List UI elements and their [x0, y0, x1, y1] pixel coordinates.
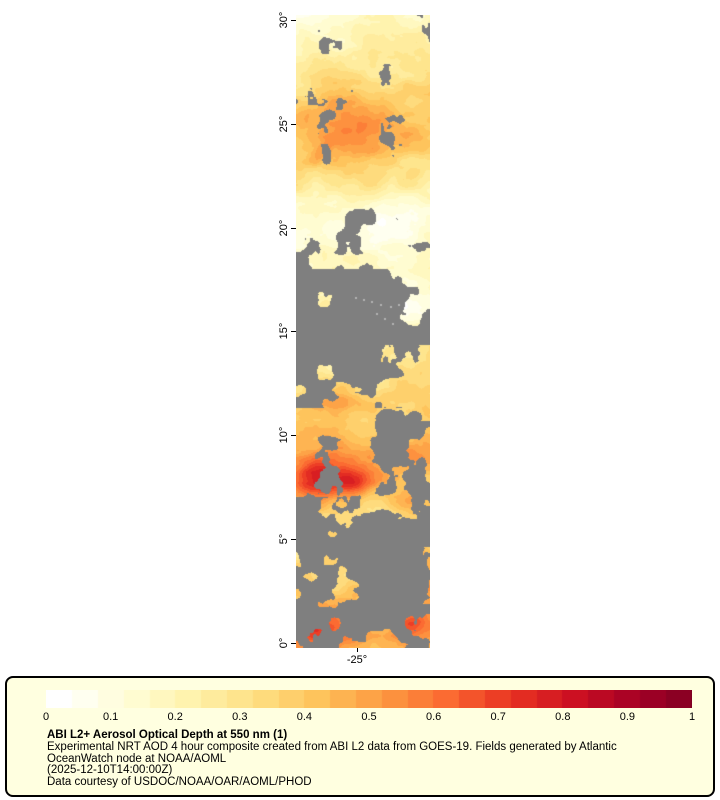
lat-tick-label-10: 10° [278, 426, 290, 444]
lat-tick-label-5: 5° [278, 533, 290, 545]
lat-tick-10 [291, 435, 296, 436]
lat-tick-15 [291, 331, 296, 332]
lat-tick-label-15: 15° [278, 322, 290, 340]
legend-box: 0 0.1 0.2 0.3 0.4 0.5 0.6 0.7 0.8 0.9 1 … [5, 676, 715, 797]
colorbar-tick-0.4: 0.4 [296, 711, 313, 723]
colorbar-tick-1: 1 [688, 711, 696, 723]
lat-tick-label-25: 25° [278, 115, 290, 133]
lat-tick-5 [291, 539, 296, 540]
lat-tick-30 [291, 20, 296, 21]
legend-courtesy: Data courtesy of USDOC/NOAA/OAR/AOML/PHO… [47, 776, 312, 789]
lon-tick [357, 648, 358, 652]
legend-text-block: ABI L2+ Aerosol Optical Depth at 550 nm … [47, 729, 617, 789]
lat-tick-label-20: 20° [278, 219, 290, 237]
lat-tick-20 [291, 228, 296, 229]
colorbar [46, 690, 692, 708]
colorbar-tick-0.1: 0.1 [102, 711, 119, 723]
colorbar-tick-0: 0 [42, 711, 50, 723]
colorbar-tick-0.7: 0.7 [490, 711, 506, 723]
legend-desc-line-1: Experimental NRT AOD 4 hour composite cr… [47, 740, 617, 753]
lon-tick-label: -25° [346, 654, 368, 666]
colorbar-tick-0.2: 0.2 [167, 711, 183, 723]
colorbar-tick-0.5: 0.5 [361, 711, 377, 723]
legend-desc-line-2: OceanWatch node at NOAA/AOML [47, 752, 227, 765]
legend-title: ABI L2+ Aerosol Optical Depth at 550 nm … [47, 729, 288, 741]
lat-tick-0 [291, 643, 296, 644]
colorbar-tick-0.9: 0.9 [619, 711, 636, 723]
colorbar-tick-labels: 0 0.1 0.2 0.3 0.4 0.5 0.6 0.7 0.8 0.9 1 [42, 711, 696, 724]
legend-timestamp: (2025-12-10T14:00:00Z) [47, 764, 173, 777]
colorbar-tick-0.8: 0.8 [555, 711, 571, 723]
lat-tick-25 [291, 124, 296, 125]
colorbar-tick-0.3: 0.3 [232, 711, 248, 723]
colorbar-tick-0.6: 0.6 [425, 711, 442, 723]
lat-tick-label-0: 0° [278, 637, 290, 649]
aod-map-canvas [296, 15, 430, 648]
lat-tick-label-30: 30° [278, 11, 290, 29]
